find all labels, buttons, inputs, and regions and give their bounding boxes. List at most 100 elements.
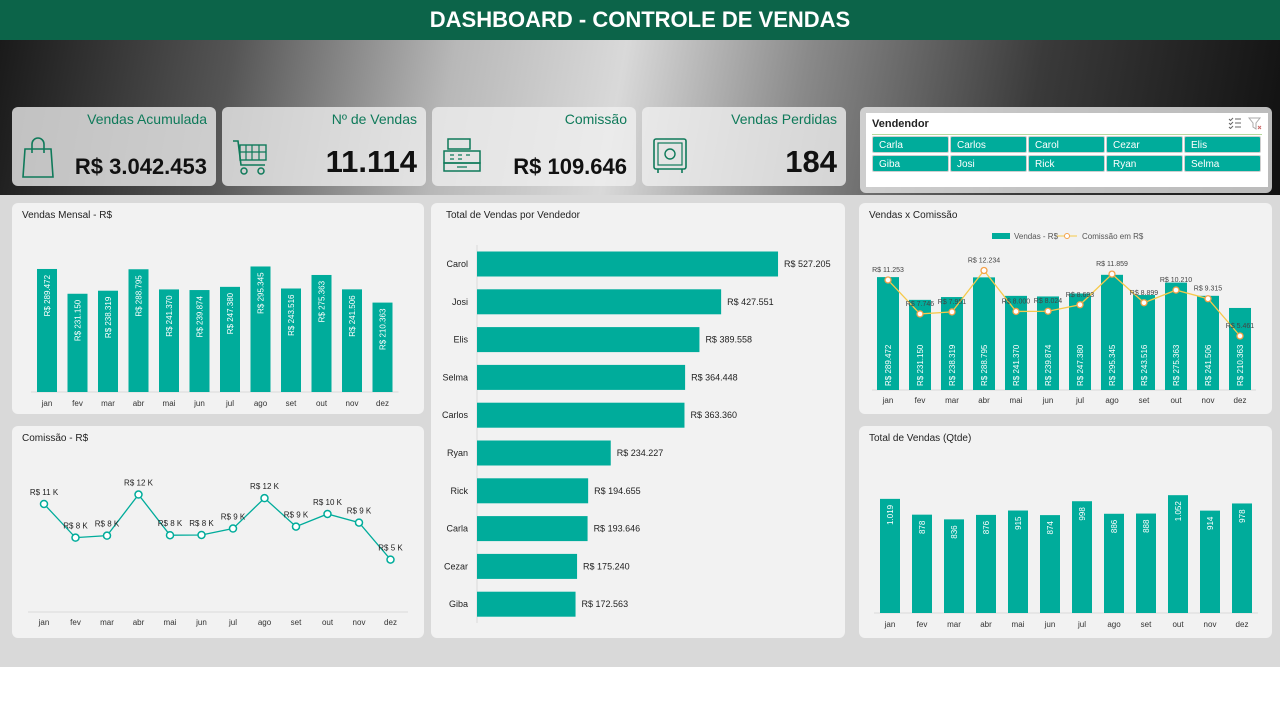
- x-tick-label: jun: [1042, 396, 1054, 405]
- data-label: R$ 11 K: [30, 488, 59, 497]
- y-tick-label: Elis: [453, 335, 468, 345]
- point-ago: [260, 493, 269, 503]
- kpi-value: R$ 109.646: [513, 154, 627, 179]
- comissao-point-out: [1172, 286, 1180, 294]
- bar-fev: [67, 293, 88, 392]
- x-tick-label: set: [1141, 620, 1152, 629]
- panel-vendas-por-vendedor: Total de Vendas por Vendedor Carol R$ 527…: [431, 203, 845, 638]
- data-label: R$ 9 K: [221, 513, 246, 522]
- data-label: 874: [1046, 521, 1055, 535]
- comissao-line: [887, 269, 1241, 337]
- bar-mar: [941, 297, 963, 390]
- data-label: R$ 231.150: [74, 299, 83, 341]
- data-label: 978: [1238, 509, 1247, 523]
- data-label: R$ 12 K: [250, 482, 280, 491]
- slicer-item-carol[interactable]: Carol: [1028, 136, 1105, 153]
- slicer-item-rick[interactable]: Rick: [1028, 155, 1105, 172]
- bar-jan: [37, 268, 57, 392]
- data-label: R$ 5 K: [378, 544, 403, 553]
- point-jun: [197, 530, 206, 540]
- bar-jul: [1069, 293, 1091, 390]
- bar-jan: [877, 277, 899, 390]
- safe-icon: [653, 138, 687, 173]
- data-label: 876: [982, 520, 991, 534]
- kpi-title: Comissão: [564, 111, 627, 127]
- panel-vendas-x-comissao: Vendas x Comissão Vendas - R$ Comissão em…: [859, 203, 1272, 414]
- bar-set: [1133, 295, 1155, 390]
- data-label: R$ 241.506: [1204, 344, 1213, 386]
- x-tick-label: mar: [947, 620, 961, 629]
- slicer-item-elis[interactable]: Elis: [1184, 136, 1261, 153]
- data-label: 1.019: [886, 504, 895, 525]
- chart-title: Total de Vendas por Vendedor: [446, 210, 580, 221]
- panel-comissao: Comissão - R$ R$ 11 K jan R$ 8 K fev R$ 8 K m…: [12, 426, 424, 638]
- y-tick-label: Giba: [449, 599, 468, 609]
- x-tick-label: jan: [38, 618, 50, 627]
- x-tick-label: jun: [193, 399, 205, 408]
- bar-giba: [477, 591, 576, 617]
- comissao-data-label: R$ 11.859: [1096, 261, 1128, 268]
- bar-ago: [1104, 513, 1124, 613]
- slicer-item-giba[interactable]: Giba: [872, 155, 949, 172]
- data-label: R$ 275.363: [318, 280, 327, 322]
- comissao-line: [43, 493, 391, 560]
- dashboard-title: DASHBOARD - CONTROLE DE VENDAS: [0, 0, 1280, 40]
- y-tick-label: Carla: [446, 524, 468, 534]
- point-jan: [39, 499, 49, 509]
- x-tick-label: fev: [72, 399, 83, 408]
- data-label: R$ 389.558: [705, 335, 752, 345]
- y-tick-label: Rick: [451, 486, 469, 496]
- bar-carol: [477, 251, 779, 277]
- slicer-item-selma[interactable]: Selma: [1184, 155, 1261, 172]
- comissao-data-label: R$ 8.000: [1002, 298, 1031, 305]
- data-label: R$ 295.345: [1108, 344, 1117, 386]
- cash-register-icon: [443, 138, 481, 172]
- comissao-data-label: R$ 7.951: [938, 299, 967, 306]
- x-tick-label: ago: [258, 618, 272, 627]
- x-tick-label: nov: [1204, 620, 1217, 629]
- bar-set: [1136, 513, 1156, 613]
- data-label: R$ 295.345: [257, 272, 266, 314]
- slicer-item-cezar[interactable]: Cezar: [1106, 136, 1183, 153]
- data-label: 915: [1014, 516, 1023, 530]
- bar-abr: [976, 514, 996, 613]
- x-tick-label: mar: [100, 618, 114, 627]
- x-tick-label: mai: [164, 618, 177, 627]
- data-label: R$ 363.360: [690, 410, 737, 420]
- x-tick-label: abr: [978, 396, 990, 405]
- x-tick-label: abr: [133, 399, 145, 408]
- point-out: [323, 509, 332, 519]
- data-label: 888: [1142, 519, 1151, 533]
- y-tick-label: Josi: [452, 297, 468, 307]
- data-label: 836: [950, 525, 959, 539]
- slicer-item-ryan[interactable]: Ryan: [1106, 155, 1183, 172]
- bar-nov: [1197, 295, 1219, 390]
- point-mai: [165, 530, 175, 540]
- x-tick-label: dez: [1234, 396, 1247, 405]
- kpi-numero-vendas: Nº de Vendas 11.114: [222, 107, 426, 186]
- data-label: R$ 275.363: [1172, 344, 1181, 386]
- comissao-point-jul: [1076, 301, 1084, 309]
- panel-total-vendas-qtde: Total de Vendas (Qtde) jan 1.019 fev 878 mar…: [859, 426, 1272, 638]
- data-label: R$ 247.380: [1076, 344, 1085, 386]
- panel-vendas-mensal: Vendas Mensal - R$ jan R$ 289.472 fev R$ 23…: [12, 203, 424, 414]
- point-set: [291, 522, 301, 531]
- data-label: 914: [1206, 516, 1215, 530]
- slicer-item-carla[interactable]: Carla: [872, 136, 949, 153]
- legend-comissao-marker: [1064, 233, 1070, 239]
- x-tick-label: jan: [41, 399, 53, 408]
- data-label: 998: [1078, 507, 1087, 521]
- x-tick-label: jul: [225, 399, 234, 408]
- comissao-point-set: [1140, 299, 1148, 307]
- bar-ago: [250, 266, 271, 392]
- slicer-item-carlos[interactable]: Carlos: [950, 136, 1027, 153]
- data-label: R$ 289.472: [884, 344, 893, 386]
- multi-select-icon[interactable]: [1228, 117, 1241, 129]
- data-label: R$ 239.874: [1044, 344, 1053, 386]
- x-tick-label: jul: [228, 618, 237, 627]
- data-label: R$ 8 K: [63, 522, 88, 531]
- comissao-data-label: R$ 8.024: [1034, 298, 1063, 305]
- x-tick-label: abr: [133, 618, 145, 627]
- clear-filter-icon[interactable]: [1248, 117, 1262, 130]
- slicer-item-josi[interactable]: Josi: [950, 155, 1027, 172]
